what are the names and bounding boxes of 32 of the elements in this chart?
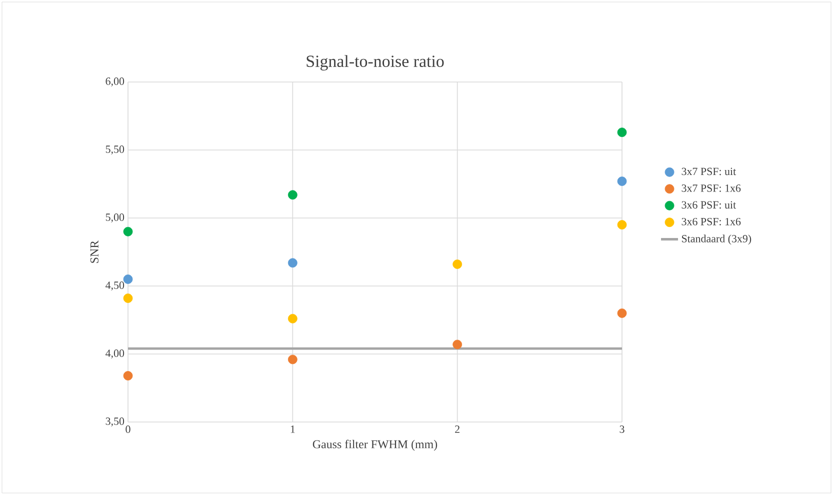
x-tick-label: 3 [620, 426, 624, 433]
point [288, 258, 298, 268]
legend-label: Standaard (3x9) [682, 234, 752, 245]
y-tick-label: 5,50 [106, 146, 124, 154]
legend-label: 3x7 PSF: uit [682, 168, 736, 176]
point [123, 226, 133, 236]
legend-label: 3x6 PSF: uit [682, 201, 736, 209]
legend-label: 3x7 PSF: 1x6 [682, 184, 741, 192]
point [123, 371, 133, 380]
x-axis-title: Gauss filter FWHM (mm) [312, 440, 438, 451]
x-tick-label: 0 [126, 426, 130, 433]
y-tick-label: 3,50 [106, 418, 124, 426]
y-tick-label: 5,00 [106, 214, 124, 222]
y-axis-title: SNR [90, 240, 98, 263]
legend-label: 3x6 PSF: 1x6 [682, 218, 741, 226]
chart-title: Signal-to-noise ratio [306, 55, 444, 70]
point [288, 354, 298, 364]
point [123, 274, 133, 284]
y-tick-label: 4,50 [106, 282, 124, 290]
point [288, 314, 298, 324]
y-tick-label: 6,00 [106, 78, 124, 86]
point [452, 260, 462, 269]
point [617, 308, 627, 318]
point [288, 190, 298, 200]
point [617, 220, 627, 230]
x-tick-label: 1 [290, 426, 295, 433]
point [452, 340, 462, 350]
point [617, 176, 627, 186]
y-tick-label: 4,00 [106, 350, 124, 358]
point [123, 294, 133, 303]
point [617, 128, 627, 138]
x-tick-label: 2 [455, 426, 460, 433]
